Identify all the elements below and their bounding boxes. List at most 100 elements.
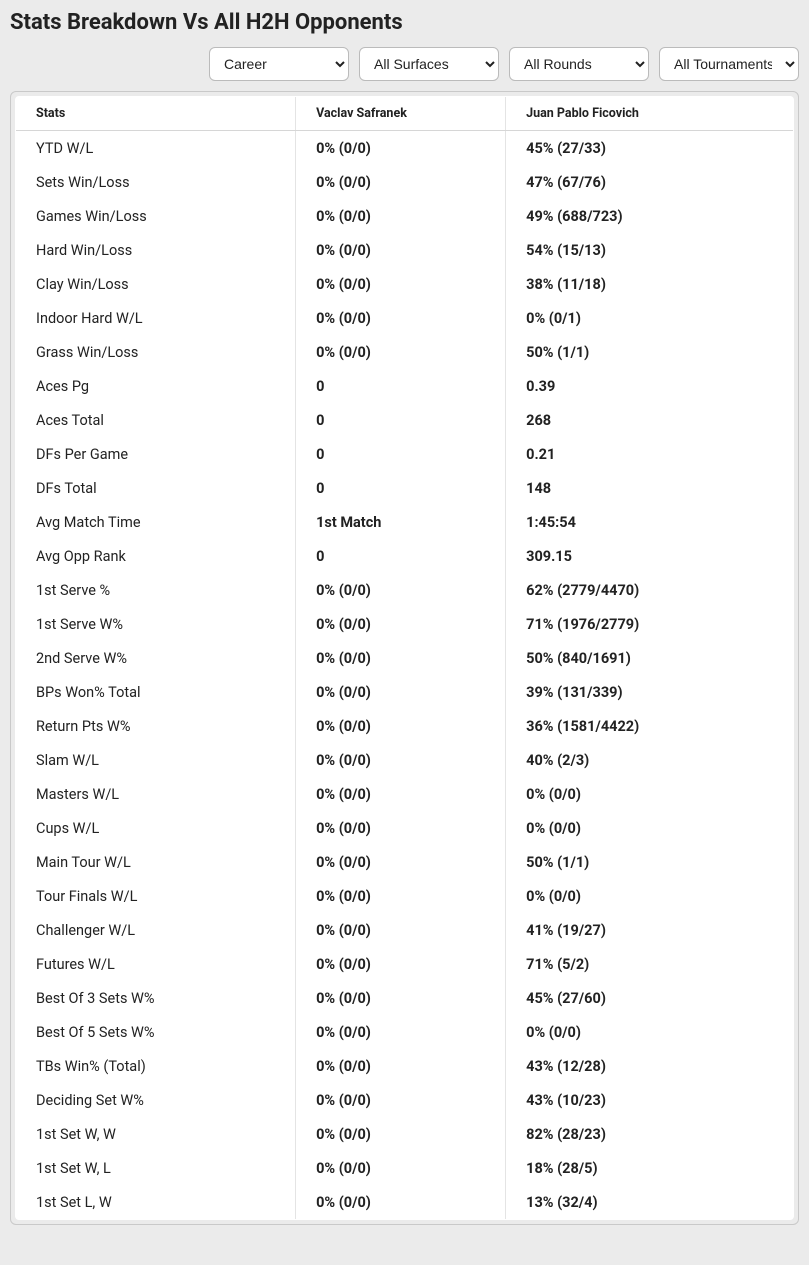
stat-value-player2: 18% (28/5)	[506, 1151, 794, 1185]
table-row: Tour Finals W/L0% (0/0)0% (0/0)	[16, 879, 794, 913]
stat-value-player1: 0% (0/0)	[296, 301, 506, 335]
stat-label: 1st Serve %	[16, 573, 296, 607]
stat-value-player2: 268	[506, 403, 794, 437]
stat-value-player1: 0% (0/0)	[296, 777, 506, 811]
filter-tournaments[interactable]: All Tournaments	[659, 47, 799, 81]
stat-value-player1: 0% (0/0)	[296, 573, 506, 607]
stat-value-player1: 0% (0/0)	[296, 1015, 506, 1049]
stat-value-player2: 0% (0/0)	[506, 811, 794, 845]
stat-value-player2: 45% (27/60)	[506, 981, 794, 1015]
stat-label: Indoor Hard W/L	[16, 301, 296, 335]
stats-table-container: Stats Vaclav Safranek Juan Pablo Ficovic…	[10, 91, 799, 1225]
table-header-row: Stats Vaclav Safranek Juan Pablo Ficovic…	[16, 97, 794, 131]
stat-value-player1: 0% (0/0)	[296, 981, 506, 1015]
stat-value-player2: 47% (67/76)	[506, 165, 794, 199]
stat-label: Return Pts W%	[16, 709, 296, 743]
stat-value-player1: 0% (0/0)	[296, 743, 506, 777]
stat-label: Challenger W/L	[16, 913, 296, 947]
stat-value-player1: 0	[296, 369, 506, 403]
table-row: Main Tour W/L0% (0/0)50% (1/1)	[16, 845, 794, 879]
page-title: Stats Breakdown Vs All H2H Opponents	[0, 0, 809, 41]
stat-label: 1st Set L, W	[16, 1185, 296, 1220]
col-header-stats: Stats	[16, 97, 296, 131]
table-row: 1st Set W, W0% (0/0)82% (28/23)	[16, 1117, 794, 1151]
stat-label: BPs Won% Total	[16, 675, 296, 709]
filter-rounds[interactable]: All Rounds	[509, 47, 649, 81]
stat-value-player1: 0% (0/0)	[296, 1117, 506, 1151]
filter-surfaces[interactable]: All Surfaces	[359, 47, 499, 81]
table-row: Deciding Set W%0% (0/0)43% (10/23)	[16, 1083, 794, 1117]
stat-label: Tour Finals W/L	[16, 879, 296, 913]
stat-label: 1st Set W, L	[16, 1151, 296, 1185]
stat-label: Avg Opp Rank	[16, 539, 296, 573]
table-row: Masters W/L0% (0/0)0% (0/0)	[16, 777, 794, 811]
stat-value-player2: 50% (840/1691)	[506, 641, 794, 675]
stat-value-player2: 49% (688/723)	[506, 199, 794, 233]
stat-value-player1: 0% (0/0)	[296, 845, 506, 879]
stat-label: Aces Pg	[16, 369, 296, 403]
stat-label: DFs Total	[16, 471, 296, 505]
stat-value-player2: 0% (0/0)	[506, 879, 794, 913]
table-row: DFs Total0148	[16, 471, 794, 505]
stat-value-player1: 0% (0/0)	[296, 165, 506, 199]
stat-label: Hard Win/Loss	[16, 233, 296, 267]
table-row: BPs Won% Total0% (0/0)39% (131/339)	[16, 675, 794, 709]
stat-value-player1: 1st Match	[296, 505, 506, 539]
stat-value-player2: 39% (131/339)	[506, 675, 794, 709]
stat-value-player1: 0% (0/0)	[296, 1083, 506, 1117]
stat-value-player2: 36% (1581/4422)	[506, 709, 794, 743]
stat-value-player1: 0% (0/0)	[296, 913, 506, 947]
stat-label: Slam W/L	[16, 743, 296, 777]
table-row: YTD W/L0% (0/0)45% (27/33)	[16, 131, 794, 166]
stat-label: YTD W/L	[16, 131, 296, 166]
stat-value-player1: 0% (0/0)	[296, 675, 506, 709]
stat-label: Best Of 5 Sets W%	[16, 1015, 296, 1049]
stat-value-player2: 38% (11/18)	[506, 267, 794, 301]
table-row: 1st Serve %0% (0/0)62% (2779/4470)	[16, 573, 794, 607]
stat-value-player1: 0% (0/0)	[296, 131, 506, 166]
table-row: Slam W/L0% (0/0)40% (2/3)	[16, 743, 794, 777]
stat-value-player2: 71% (1976/2779)	[506, 607, 794, 641]
stat-value-player2: 82% (28/23)	[506, 1117, 794, 1151]
stat-value-player2: 45% (27/33)	[506, 131, 794, 166]
stat-value-player2: 0% (0/0)	[506, 777, 794, 811]
stat-value-player2: 43% (10/23)	[506, 1083, 794, 1117]
filter-career[interactable]: Career	[209, 47, 349, 81]
stat-value-player2: 41% (19/27)	[506, 913, 794, 947]
stat-value-player1: 0% (0/0)	[296, 709, 506, 743]
stat-value-player2: 40% (2/3)	[506, 743, 794, 777]
stat-label: Clay Win/Loss	[16, 267, 296, 301]
table-row: DFs Per Game00.21	[16, 437, 794, 471]
table-row: 1st Serve W%0% (0/0)71% (1976/2779)	[16, 607, 794, 641]
stat-value-player2: 0% (0/1)	[506, 301, 794, 335]
stat-label: DFs Per Game	[16, 437, 296, 471]
stat-value-player2: 62% (2779/4470)	[506, 573, 794, 607]
col-header-player1: Vaclav Safranek	[296, 97, 506, 131]
stat-value-player1: 0% (0/0)	[296, 1049, 506, 1083]
stat-label: Futures W/L	[16, 947, 296, 981]
table-row: Best Of 5 Sets W%0% (0/0)0% (0/0)	[16, 1015, 794, 1049]
stat-label: 1st Serve W%	[16, 607, 296, 641]
stat-value-player1: 0% (0/0)	[296, 607, 506, 641]
filters-bar: Career All Surfaces All Rounds All Tourn…	[0, 41, 809, 91]
table-row: Grass Win/Loss0% (0/0)50% (1/1)	[16, 335, 794, 369]
stat-value-player1: 0% (0/0)	[296, 1151, 506, 1185]
stat-label: Cups W/L	[16, 811, 296, 845]
table-row: Futures W/L0% (0/0)71% (5/2)	[16, 947, 794, 981]
stat-label: Best Of 3 Sets W%	[16, 981, 296, 1015]
stat-value-player1: 0% (0/0)	[296, 199, 506, 233]
table-row: Games Win/Loss0% (0/0)49% (688/723)	[16, 199, 794, 233]
stat-value-player1: 0	[296, 471, 506, 505]
stat-value-player2: 50% (1/1)	[506, 335, 794, 369]
stat-value-player2: 50% (1/1)	[506, 845, 794, 879]
table-row: Cups W/L0% (0/0)0% (0/0)	[16, 811, 794, 845]
stat-value-player1: 0% (0/0)	[296, 1185, 506, 1220]
stat-value-player1: 0	[296, 539, 506, 573]
table-row: Clay Win/Loss0% (0/0)38% (11/18)	[16, 267, 794, 301]
stat-label: Deciding Set W%	[16, 1083, 296, 1117]
stat-value-player2: 43% (12/28)	[506, 1049, 794, 1083]
stat-label: Sets Win/Loss	[16, 165, 296, 199]
stat-value-player1: 0% (0/0)	[296, 879, 506, 913]
stat-value-player2: 0.39	[506, 369, 794, 403]
stat-label: Grass Win/Loss	[16, 335, 296, 369]
